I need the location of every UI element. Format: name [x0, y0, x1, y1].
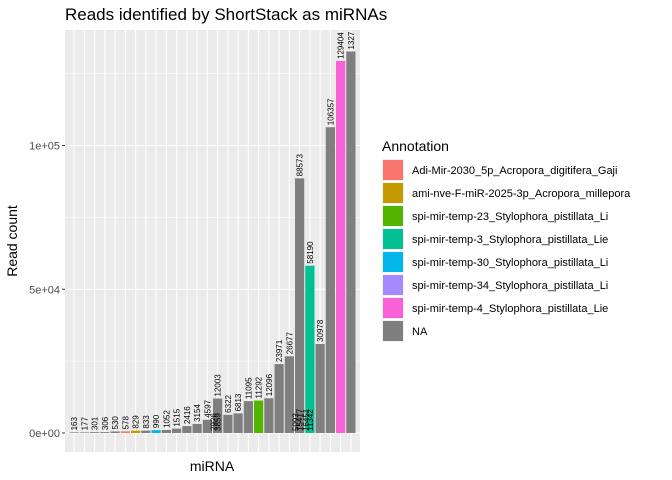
y-tick-label: 1e+05 [29, 141, 60, 153]
y-tick-label: 0e+00 [29, 428, 60, 440]
legend-swatch [383, 252, 403, 272]
legend-swatch [383, 183, 403, 203]
bar-value-label: 833 [142, 415, 151, 429]
bar [295, 178, 305, 433]
legend-swatch [383, 229, 403, 249]
legend-item-label: spi-mir-temp-30_Stylophora_pistillata_Li [412, 257, 608, 269]
legend-item-label: spi-mir-temp-23_Stylophora_pistillata_Li [412, 211, 608, 223]
legend-item-label: NA [412, 326, 428, 338]
bar-sub-label: 11342 [306, 409, 315, 431]
bar [325, 127, 335, 433]
bar-value-label: 11095 [244, 377, 253, 399]
bar [141, 430, 151, 433]
legend-swatch [383, 321, 403, 341]
legend-item-label: spi-mir-temp-34_Stylophora_pistillata_Li [412, 280, 608, 292]
bar [79, 432, 89, 433]
bar [90, 432, 100, 433]
bar [213, 398, 223, 433]
bar-value-label: 990 [152, 414, 161, 428]
bars [69, 51, 356, 434]
bar-value-label: 129404 [337, 32, 346, 59]
bar-value-label: 2416 [183, 406, 192, 424]
bar-labels: 163 177 301 306 530 578 829 833 990 1052 1515 2416 3… [70, 31, 356, 431]
bar [284, 356, 294, 433]
legend-swatch [383, 275, 403, 295]
bar [110, 431, 120, 433]
chart-title: Reads identified by ShortStack as miRNAs [65, 5, 387, 24]
bar-sub-label: 2926 [210, 413, 219, 431]
bar [305, 265, 315, 433]
bar [336, 60, 346, 433]
bar [274, 364, 284, 433]
legend-item-label: Adi-Mir-2030_5p_Acropora_digitifera_Gaji [412, 165, 617, 177]
legend-swatch [383, 206, 403, 226]
bar-value-label: 301 [91, 416, 100, 430]
bar [69, 432, 79, 433]
bar-sub-label: 15417 [296, 408, 305, 431]
bar-value-label: 26677 [285, 332, 294, 355]
legend: Annotation Adi-Mir-2030_5p_Acropora_digi… [382, 138, 631, 342]
bar-value-label: 306 [101, 416, 110, 430]
bar-value-label: 829 [132, 415, 141, 429]
legend-item-label: ami-nve-F-miR-2025-3p_Acropora_millepora [412, 188, 631, 200]
bar-value-label: 11292 [255, 376, 264, 398]
bar [315, 343, 325, 433]
x-axis-title: miRNA [190, 458, 235, 474]
bar [100, 432, 110, 433]
bar-value-label: 23971 [275, 339, 284, 362]
bar-value-label: 6322 [224, 394, 233, 412]
bar [182, 426, 192, 433]
bar-value-label: 1515 [173, 408, 182, 426]
y-axis-title: Read count [4, 205, 20, 277]
bar-value-label: 1052 [162, 410, 171, 428]
bar-value-label: 88573 [296, 154, 305, 177]
bar-value-label: 12003 [214, 374, 223, 397]
legend-title: Annotation [382, 138, 449, 154]
bar [131, 430, 141, 433]
legend-swatch [383, 298, 403, 318]
bar [202, 419, 212, 433]
y-tick-label: 5e+04 [29, 284, 60, 296]
bar-value-label: 12096 [265, 373, 274, 396]
bar-value-label: 177 [80, 417, 89, 431]
bar [223, 414, 233, 433]
bar-value-label: 1327 [347, 31, 356, 49]
bar [172, 428, 182, 433]
bar [243, 401, 253, 433]
bar [346, 51, 356, 434]
bar-value-label: 578 [121, 415, 130, 429]
bar-value-label: 6813 [234, 393, 243, 411]
bar-sub-label: 3859 [214, 413, 223, 431]
legend-item-label: spi-mir-temp-3_Stylophora_pistillata_Lie [412, 234, 608, 246]
bar [254, 400, 264, 433]
legend-swatch [383, 160, 403, 180]
bar [264, 398, 274, 433]
bar [151, 430, 161, 433]
bar-value-label: 163 [70, 417, 79, 431]
bar-value-label: 530 [111, 416, 120, 430]
legend-item-label: spi-mir-temp-4_Stylophora_pistillata_Lie [412, 303, 608, 315]
bar-value-label: 30978 [316, 319, 325, 342]
y-axis: 0e+00 5e+04 1e+05 [29, 141, 65, 440]
bar-sub-label: 16451 [302, 408, 311, 431]
bar-value-label: 3154 [193, 404, 202, 422]
bar-value-label: 58190 [306, 241, 315, 264]
bar-value-label: 106357 [326, 98, 335, 125]
bar [161, 429, 171, 433]
bar-value-label: 4597 [203, 399, 212, 417]
bar-sub-label: 5093 [292, 413, 301, 431]
bar [120, 431, 130, 433]
bar [233, 413, 243, 433]
bar [192, 423, 202, 433]
